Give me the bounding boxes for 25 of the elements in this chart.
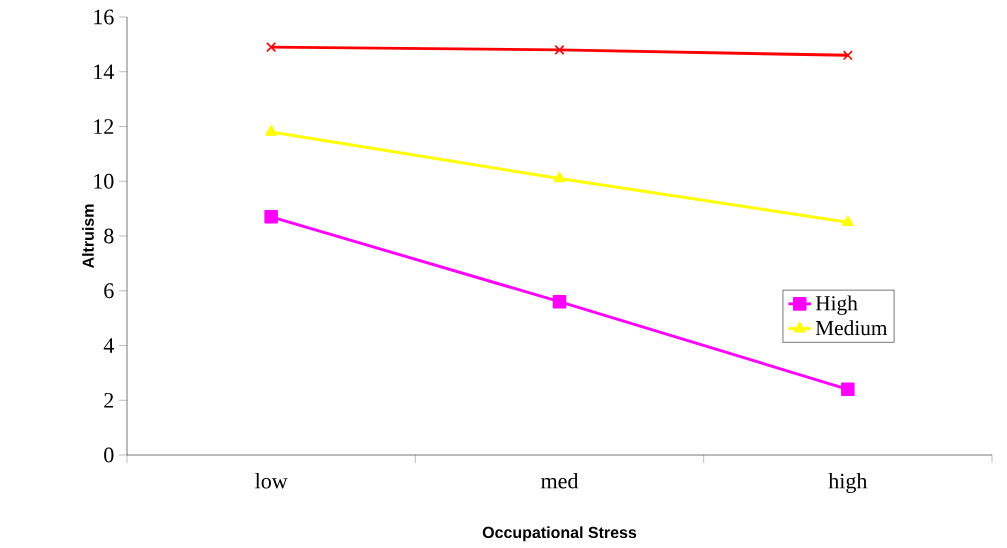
legend-label: Medium <box>815 320 888 336</box>
y-tick-label: 2 <box>104 392 114 408</box>
y-tick-label: 14 <box>94 64 114 80</box>
y-tick-label: 8 <box>104 228 114 244</box>
y-tick-label: 6 <box>104 283 114 299</box>
y-tick-label: 10 <box>94 173 114 189</box>
y-tick-label: 4 <box>103 338 114 353</box>
point <box>554 44 565 55</box>
point <box>265 125 278 136</box>
point <box>841 382 855 397</box>
y-axis-title: Altruism <box>82 204 94 269</box>
y-tick-label: 12 <box>94 119 114 134</box>
y-tick-label: 0 <box>104 447 114 463</box>
point <box>841 215 854 227</box>
point <box>842 50 853 61</box>
legend-label: High <box>815 295 858 315</box>
x-axis-title: Occupational Stress <box>482 526 637 542</box>
x-tick-label: high <box>828 473 868 494</box>
x-tick-label: low <box>255 473 288 489</box>
point <box>553 171 566 183</box>
point <box>266 42 277 53</box>
point <box>264 210 278 224</box>
y-tick-label: 16 <box>94 9 114 25</box>
x-tick-label: med <box>541 473 579 489</box>
point <box>552 294 567 309</box>
